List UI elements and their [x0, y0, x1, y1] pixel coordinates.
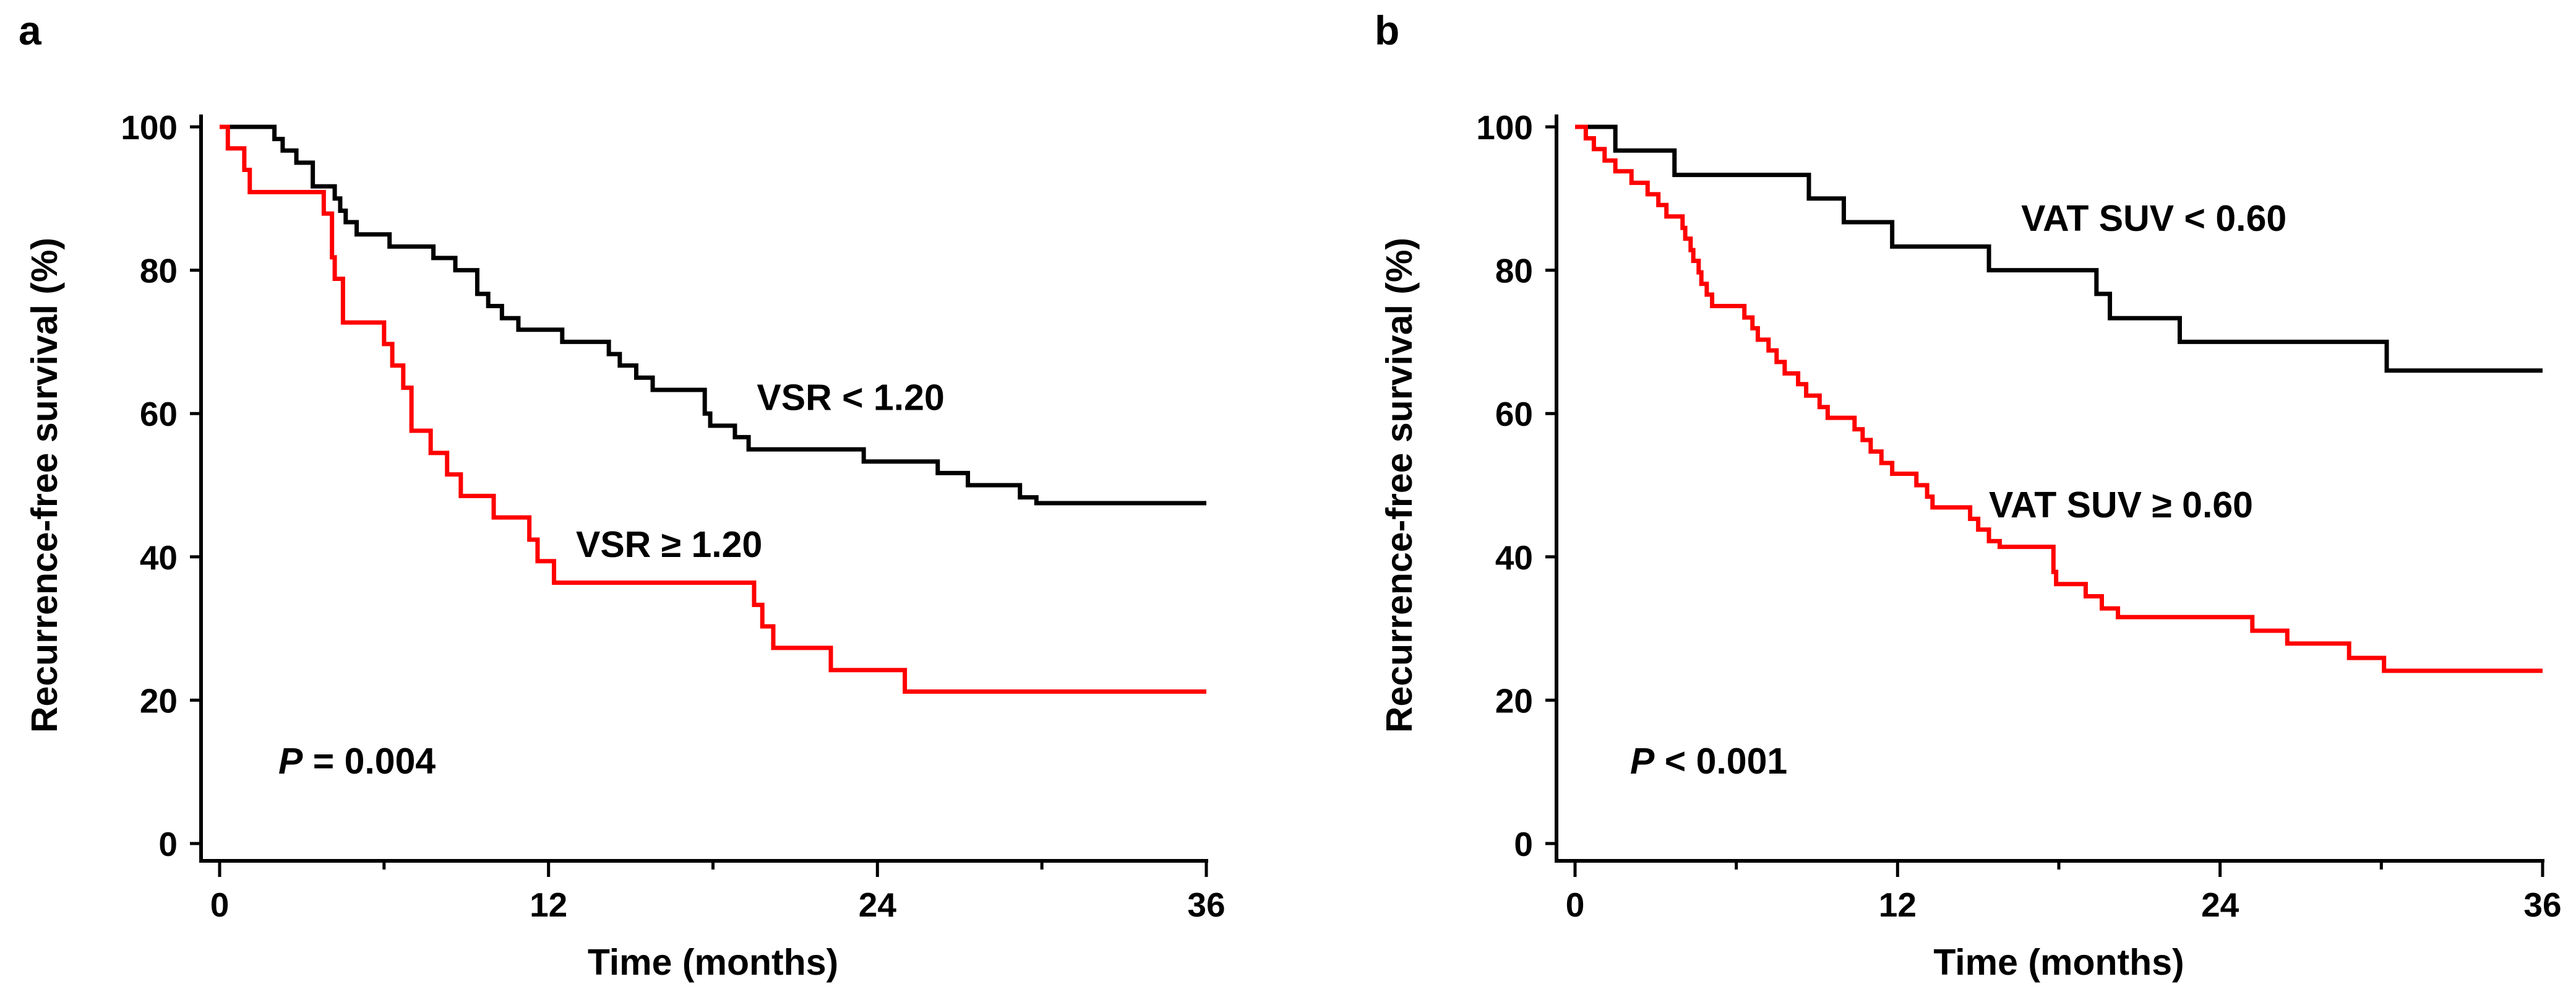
panel-a-series-0-curve	[220, 124, 1206, 506]
panel-b-series-0-curve	[1575, 124, 2543, 373]
panel-b-p-value-symbol: P	[1630, 741, 1655, 782]
panel-a-y-axis-title: Recurrence-free survival (%)	[24, 238, 65, 733]
panel-b-y-axis-title: Recurrence-free survival (%)	[1379, 238, 1420, 733]
panel-a-xtick-label-0: 0	[210, 886, 230, 924]
panel-a-x-axis-title: Time (months)	[588, 942, 838, 983]
panel-b-x-axis-title: Time (months)	[1933, 942, 2184, 983]
panel-a-curve-label-1: VSR ≥ 1.20	[576, 524, 762, 565]
panel-a-xtick-label-12: 12	[530, 886, 567, 924]
panel-b-xtick-label-24: 24	[2201, 886, 2239, 924]
panel-b-ytick-label-60: 60	[1495, 395, 1533, 433]
panel-b-ytick-label-0: 0	[1514, 825, 1533, 863]
panel-a-chart: a 0 20 40 60 80 100 0 12 24 36 Time (months) Recurre…	[19, 7, 1226, 983]
panel-a-xtick-label-24: 24	[859, 886, 897, 924]
panel-b-p-value: P < 0.001	[1630, 741, 1787, 782]
panel-b-ytick-label-80: 80	[1495, 252, 1533, 290]
panel-a-series-1-curve	[220, 124, 1206, 694]
panel-a-xtick-label-36: 36	[1187, 886, 1225, 924]
panel-a-label: a	[19, 7, 42, 53]
panel-b-chart: b 0 20 40 60 80 100 0 12 24 36 Time (months) Recurre…	[1375, 7, 2562, 983]
panel-b-ytick-label-40: 40	[1495, 538, 1533, 577]
panel-b-curve-label-0: VAT SUV < 0.60	[2021, 198, 2286, 239]
panel-a-p-value-text: = 0.004	[303, 741, 436, 782]
panel-b-series-1-curve	[1575, 124, 2543, 673]
panel-a-curve-label-0: VSR < 1.20	[757, 377, 944, 418]
panel-b-xtick-label-36: 36	[2523, 886, 2561, 924]
panel-b-curve-label-1: VAT SUV ≥ 0.60	[1989, 485, 2253, 525]
panel-a-ytick-label-100: 100	[121, 108, 178, 147]
panel-a-ytick-label-20: 20	[140, 681, 178, 720]
panel-b-p-value-text: < 0.001	[1654, 741, 1787, 782]
panel-b-ytick-label-100: 100	[1476, 108, 1533, 147]
panel-a-ytick-label-60: 60	[140, 395, 178, 433]
panel-b-label: b	[1375, 7, 1399, 53]
panel-b-ytick-label-20: 20	[1495, 681, 1533, 720]
panel-b-xtick-label-0: 0	[1566, 886, 1585, 924]
panel-a-p-value: P = 0.004	[278, 741, 436, 782]
panel-a-ytick-label-0: 0	[158, 825, 178, 863]
panel-b-xtick-label-12: 12	[1879, 886, 1917, 924]
panel-a-ytick-label-40: 40	[140, 538, 178, 577]
panel-a-ytick-label-80: 80	[140, 252, 178, 290]
panel-a-p-value-symbol: P	[278, 741, 303, 782]
